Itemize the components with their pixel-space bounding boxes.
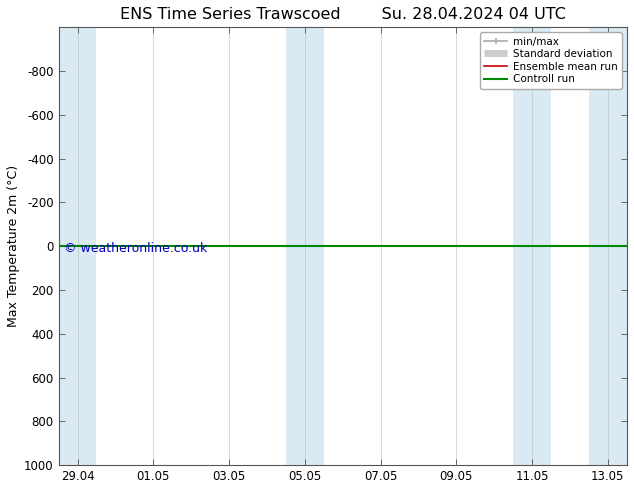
Text: © weatheronline.co.uk: © weatheronline.co.uk bbox=[64, 242, 207, 255]
Bar bbox=[58, 27, 96, 465]
Title: ENS Time Series Trawscoed        Su. 28.04.2024 04 UTC: ENS Time Series Trawscoed Su. 28.04.2024… bbox=[120, 7, 566, 22]
Bar bbox=[513, 27, 551, 465]
Bar bbox=[286, 27, 324, 465]
Bar bbox=[589, 27, 627, 465]
Y-axis label: Max Temperature 2m (°C): Max Temperature 2m (°C) bbox=[7, 165, 20, 327]
Legend: min/max, Standard deviation, Ensemble mean run, Controll run: min/max, Standard deviation, Ensemble me… bbox=[481, 32, 621, 89]
